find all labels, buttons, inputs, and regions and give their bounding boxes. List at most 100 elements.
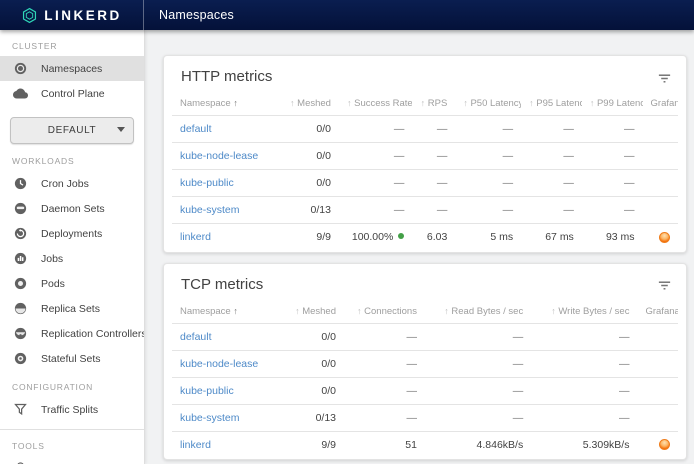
namespace-link-kube-node-lease[interactable]: kube-node-lease bbox=[180, 150, 259, 162]
metric-cell: 51 bbox=[344, 430, 425, 458]
metric-cell: 0/0 bbox=[278, 349, 345, 377]
metric-cell: — bbox=[338, 115, 413, 143]
metric-cell: — bbox=[344, 403, 425, 431]
namespace-link-default[interactable]: default bbox=[180, 123, 212, 135]
namespace-link-linkerd[interactable]: linkerd bbox=[180, 231, 211, 244]
column-header-read-bytes-sec[interactable]: ↑ Read Bytes / sec bbox=[444, 305, 524, 317]
metric-cell: 0/0 bbox=[278, 169, 339, 197]
metric-cell: — bbox=[531, 403, 638, 431]
namespace-link-kube-system[interactable]: kube-system bbox=[180, 204, 240, 216]
table-header-row: Namespace ↑ ↑ Meshed ↑ Success Rate ↑ RPS ↑ … bbox=[172, 91, 678, 116]
grafana-icon[interactable] bbox=[659, 439, 670, 451]
context-selector-button[interactable]: DEFAULT bbox=[10, 117, 134, 144]
metric-cell: 100.00% bbox=[338, 223, 413, 251]
column-header-p95-latency[interactable]: ↑ P95 Latency bbox=[529, 98, 582, 109]
metric-cell: 0/0 bbox=[278, 322, 345, 350]
namespace-link-linkerd[interactable]: linkerd bbox=[180, 438, 211, 451]
metric-cell: 0/13 bbox=[278, 196, 339, 224]
table-row-kube-system: kube-system 0/13— — — — — bbox=[172, 196, 678, 224]
metric-cell: — bbox=[412, 142, 456, 170]
namespace-link-kube-public[interactable]: kube-public bbox=[180, 384, 234, 397]
table-row-kube-public: kube-public 0/0— — — — — bbox=[172, 169, 678, 197]
filter-list-icon[interactable] bbox=[654, 276, 674, 296]
sidebar-item-label: Namespaces bbox=[41, 62, 103, 75]
caret-down-icon bbox=[117, 127, 125, 132]
metric-cell: — bbox=[521, 115, 582, 143]
column-header-rps[interactable]: ↑ RPS bbox=[420, 98, 448, 109]
column-header-namespace[interactable]: Namespace ↑ bbox=[180, 305, 238, 317]
table-row-kube-public: kube-public 0/0— — — bbox=[172, 376, 678, 404]
sidebar-item-namespaces[interactable]: Namespaces bbox=[0, 56, 144, 81]
metric-cell: 67 ms bbox=[521, 223, 582, 251]
column-header-connections[interactable]: ↑ Connections bbox=[357, 305, 417, 317]
namespace-link-default[interactable]: default bbox=[180, 330, 212, 343]
metric-cell: — bbox=[581, 169, 643, 197]
metric-cell: — bbox=[455, 142, 522, 170]
column-header-meshed[interactable]: ↑ Meshed bbox=[290, 98, 331, 109]
section-label-configuration: CONFIGURATION bbox=[12, 382, 94, 392]
sidebar-item-control-plane[interactable]: Control Plane bbox=[0, 81, 144, 106]
deployments-icon bbox=[13, 226, 28, 241]
daemon-sets-icon bbox=[13, 201, 28, 216]
sidebar-item-deployments[interactable]: Deployments bbox=[0, 221, 144, 246]
http-metrics-title: HTTP metrics bbox=[181, 68, 273, 85]
namespace-link-kube-system[interactable]: kube-system bbox=[180, 411, 240, 424]
metric-cell: — bbox=[455, 115, 522, 143]
sidebar-item-traffic-splits[interactable]: Traffic Splits bbox=[0, 397, 144, 422]
grafana-cell bbox=[642, 223, 678, 251]
table-row-linkerd: linkerd 9/9 51 4.846kB/s 5.309kB/s bbox=[172, 430, 678, 458]
grafana-cell bbox=[637, 322, 678, 350]
tcp-metrics-title: TCP metrics bbox=[181, 275, 264, 293]
sidebar-item-stateful-sets[interactable]: Stateful Sets bbox=[0, 346, 144, 371]
sidebar-item-tap[interactable]: Tap bbox=[0, 456, 144, 464]
metric-cell: — bbox=[344, 376, 425, 404]
jobs-icon bbox=[13, 251, 28, 266]
tcp-metrics-table: Namespace ↑ ↑ Meshed ↑ Connections ↑ Read B… bbox=[172, 299, 678, 458]
namespace-link-kube-public[interactable]: kube-public bbox=[180, 177, 234, 189]
metric-cell: — bbox=[338, 196, 413, 224]
metric-cell: — bbox=[581, 142, 643, 170]
context-selector-value: DEFAULT bbox=[47, 125, 97, 136]
sidebar-item-daemon-sets[interactable]: Daemon Sets bbox=[0, 196, 144, 221]
table-row-default: default 0/0— — — — — bbox=[172, 115, 678, 143]
filter-list-icon[interactable] bbox=[654, 68, 674, 88]
replication-controllers-icon bbox=[13, 326, 28, 341]
sidebar-item-replication-controllers[interactable]: Replication Controllers bbox=[0, 321, 144, 346]
sidebar-item-replica-sets[interactable]: Replica Sets bbox=[0, 296, 144, 321]
metric-cell: — bbox=[412, 169, 456, 197]
metric-cell: — bbox=[424, 376, 532, 404]
linkerd-logo[interactable]: LINKERD bbox=[0, 0, 144, 30]
sidebar-item-cron-jobs[interactable]: Cron Jobs bbox=[0, 171, 144, 196]
column-header-success-rate[interactable]: ↑ Success Rate bbox=[346, 98, 413, 109]
metric-cell: 6.03 bbox=[412, 223, 456, 251]
namespaces-icon bbox=[13, 61, 28, 76]
sidebar-item-jobs[interactable]: Jobs bbox=[0, 246, 144, 271]
grafana-cell bbox=[637, 403, 678, 431]
metric-cell: 9/9 bbox=[278, 430, 345, 458]
sidebar-item-label: Replica Sets bbox=[41, 302, 100, 315]
metric-cell: — bbox=[581, 115, 643, 143]
metric-cell: — bbox=[521, 142, 582, 170]
table-row-linkerd: linkerd 9/9 100.00% 6.03 5 ms 67 ms 93 ms bbox=[172, 223, 678, 251]
column-header-p50-latency[interactable]: ↑ P50 Latency bbox=[463, 98, 522, 109]
metric-cell: 0/0 bbox=[278, 142, 339, 170]
grafana-icon[interactable] bbox=[659, 231, 670, 243]
pods-icon bbox=[13, 276, 28, 291]
column-header-write-bytes-sec[interactable]: ↑ Write Bytes / sec bbox=[551, 305, 630, 317]
success-rate-dot bbox=[398, 233, 405, 240]
column-header-namespace[interactable]: Namespace ↑ bbox=[180, 98, 238, 109]
metric-cell: 0/0 bbox=[278, 115, 339, 143]
column-header-grafana[interactable]: Grafana bbox=[645, 305, 678, 317]
http-metrics-table: Namespace ↑ ↑ Meshed ↑ Success Rate ↑ RPS ↑ … bbox=[172, 91, 678, 251]
namespace-link-kube-node-lease[interactable]: kube-node-lease bbox=[180, 357, 259, 370]
http-metrics-card: HTTP metrics Namespace ↑ ↑ Meshed ↑ Succes… bbox=[163, 55, 687, 253]
column-header-grafana[interactable]: Grafana bbox=[650, 98, 678, 109]
traffic-splits-icon bbox=[13, 402, 28, 417]
column-header-p99-latency[interactable]: ↑ P99 Latency bbox=[589, 98, 643, 109]
metric-cell: — bbox=[521, 196, 582, 224]
metric-cell: — bbox=[531, 349, 638, 377]
column-header-meshed[interactable]: ↑ Meshed bbox=[295, 305, 337, 317]
metric-cell: 4.846kB/s bbox=[424, 430, 532, 458]
sidebar-item-pods[interactable]: Pods bbox=[0, 271, 144, 296]
control-plane-icon bbox=[13, 86, 28, 101]
